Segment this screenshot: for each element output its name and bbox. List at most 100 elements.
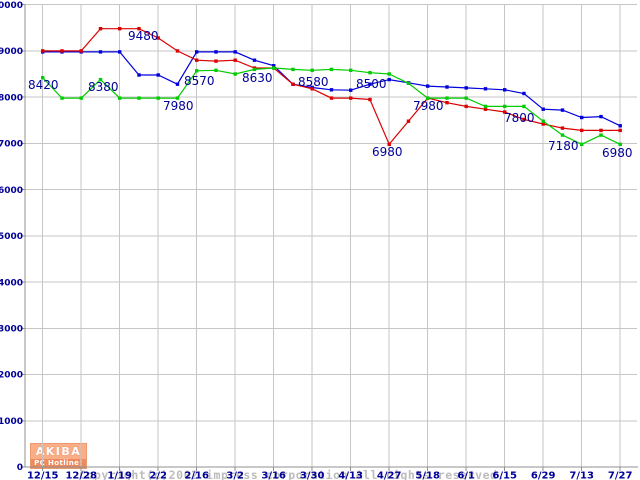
red-marker [175,49,180,53]
blue-marker [233,50,237,54]
blue-marker [503,88,507,92]
green-marker [137,96,141,100]
red-marker [118,27,122,31]
green-marker [541,119,545,123]
x-axis-tick-label: 2/2 [149,471,167,480]
blue-marker [522,91,526,96]
x-axis-tick-label: 3/2 [226,471,244,480]
blue-marker [368,82,372,86]
red-line [42,28,621,146]
green-marker [41,76,45,80]
red-marker [329,96,334,100]
red-marker [522,117,526,122]
red-marker [98,27,103,31]
y-axis-tick-label: 1000 [0,417,23,427]
red-marker [137,27,141,31]
blue-marker [349,88,353,92]
y-axis-tick-label: 0 [17,463,23,473]
red-marker [60,49,64,53]
green-marker [599,133,603,137]
x-axis-tick-label: 5/18 [415,471,440,480]
green-marker [522,104,526,109]
x-axis-tick-label: 6/15 [492,471,517,480]
red-marker [464,104,468,109]
red-marker [214,59,218,63]
y-axis-tick-label: 2000 [0,371,23,381]
blue-marker [272,64,276,68]
green-marker [79,96,83,100]
y-axis-tick-label: 7000 [0,140,23,150]
blue-marker [329,88,334,92]
green-marker [349,68,353,72]
green-marker [483,104,488,109]
x-axis-tick-label: 3/16 [261,471,286,480]
blue-marker [175,82,180,86]
green-marker [118,96,122,100]
green-marker [233,72,237,76]
x-axis-tick-label: 1/19 [107,471,132,480]
red-marker [349,96,353,100]
blue-marker [580,115,584,120]
green-marker [252,67,257,72]
green-marker [445,96,449,100]
green-marker [580,142,584,146]
y-axis-tick-label: 5000 [0,232,23,242]
blue-marker [137,73,141,77]
red-marker [368,97,372,102]
blue-marker [483,87,488,91]
y-axis-tick-label: 6000 [0,186,23,196]
red-marker [291,82,295,86]
green-marker [272,66,276,70]
red-marker [310,87,314,91]
x-axis-tick-label: 12/28 [65,471,97,480]
green-marker [329,67,334,72]
red-marker [233,58,237,62]
x-axis-tick-label: 4/13 [338,471,363,480]
blue-marker [426,84,430,88]
watermark: Copyright(c)2002 impress corporation All… [79,442,505,480]
red-marker [560,126,565,130]
blue-marker [252,58,257,62]
x-axis-tick-label: 7/27 [608,471,633,480]
red-marker [541,122,545,126]
green-marker [464,96,468,100]
green-marker [291,67,295,72]
red-marker [406,119,411,123]
green-marker [368,71,372,75]
blue-marker [541,107,545,111]
x-axis-tick-label: 6/1 [457,471,475,480]
green-marker [387,72,391,76]
red-marker [618,128,622,133]
x-axis-tick-label: 12/15 [27,471,59,480]
watermark-line1: Copyright(c)2002 impress corporation All… [79,468,505,480]
x-axis-tick-label: 7/13 [569,471,594,480]
blue-marker [195,50,199,54]
green-marker [195,69,199,73]
y-axis-tick-label: 4000 [0,278,23,288]
blue-marker [118,50,122,54]
green-marker [175,96,180,100]
red-marker [41,49,45,53]
blue-marker [214,50,218,54]
red-marker [445,101,449,105]
red-marker [156,36,160,40]
green-marker [426,96,430,100]
green-marker [503,104,507,109]
blue-marker [618,124,622,128]
red-marker [195,58,199,62]
green-marker [406,81,411,85]
green-marker [560,133,565,137]
red-marker [503,110,507,114]
y-axis-tick-label: 10000 [0,1,23,11]
x-axis-tick-label: 6/29 [531,471,556,480]
red-marker [599,128,603,133]
green-marker [60,96,64,100]
green-marker [156,96,160,100]
green-marker [214,68,218,72]
blue-marker [599,114,603,119]
red-marker [387,142,391,146]
akiba-pc-hotline-logo: AKIBA PC Hotline! [30,443,87,469]
blue-marker [387,77,391,82]
